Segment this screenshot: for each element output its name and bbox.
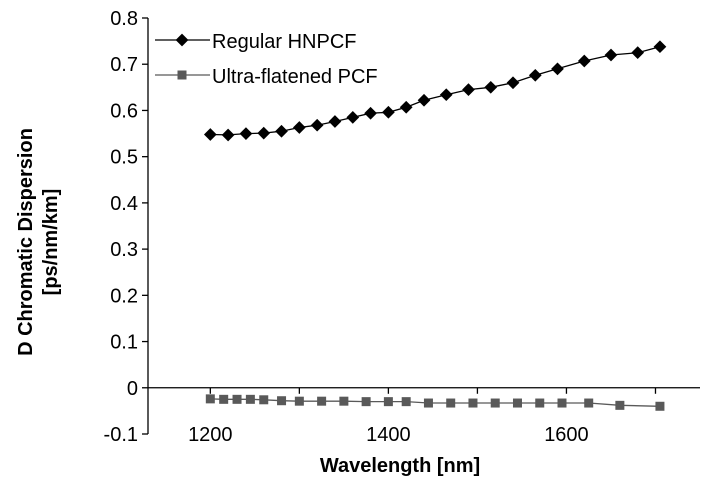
y-axis-title-line-2: [ps/nm/km] xyxy=(40,189,62,296)
data-point-regular-hnpcf xyxy=(257,126,271,140)
data-point-regular-hnpcf xyxy=(577,54,591,68)
data-point-ultra-flatened-pcf xyxy=(401,397,411,407)
data-point-ultra-flatened-pcf xyxy=(446,398,456,408)
x-axis-title: Wavelength [nm] xyxy=(320,455,480,477)
data-point-ultra-flatened-pcf xyxy=(361,397,371,407)
data-point-regular-hnpcf xyxy=(551,62,564,76)
y-tick-label: 0.6 xyxy=(110,100,138,122)
data-point-ultra-flatened-pcf xyxy=(535,398,545,408)
data-point-ultra-flatened-pcf xyxy=(259,395,269,405)
y-tick-label: -0.1 xyxy=(104,424,138,446)
data-point-ultra-flatened-pcf xyxy=(423,398,433,408)
y-axis-title: D Chromatic Dispersion [ps/nm/km] xyxy=(15,128,62,356)
data-point-regular-hnpcf xyxy=(275,124,288,138)
y-tick-label: 0.3 xyxy=(110,239,138,261)
y-axis: -0.1 0 0.1 0.2 0.3 0.4 0.5 0.6 0.7 0.8 xyxy=(104,8,149,446)
legend: Regular HNPCF Ultra-flatened PCF xyxy=(155,31,378,88)
legend-marker-ultra-flatened-pcf xyxy=(177,70,187,80)
data-point-regular-hnpcf xyxy=(292,121,306,134)
data-point-ultra-flatened-pcf xyxy=(584,398,594,408)
data-point-ultra-flatened-pcf xyxy=(232,394,242,404)
data-point-ultra-flatened-pcf xyxy=(655,401,665,411)
data-point-ultra-flatened-pcf xyxy=(277,396,287,406)
x-tick-label: 1400 xyxy=(366,424,411,446)
data-point-ultra-flatened-pcf xyxy=(245,394,255,404)
data-point-ultra-flatened-pcf xyxy=(383,397,393,407)
data-point-regular-hnpcf xyxy=(346,111,360,124)
y-tick-label: 0.2 xyxy=(110,285,138,307)
data-point-regular-hnpcf xyxy=(364,106,377,120)
y-tick-label: 0.7 xyxy=(110,54,138,76)
data-point-ultra-flatened-pcf xyxy=(557,398,567,408)
data-point-regular-hnpcf xyxy=(399,100,413,114)
data-point-regular-hnpcf xyxy=(310,118,324,132)
data-point-ultra-flatened-pcf xyxy=(317,396,327,406)
legend-label-regular-hnpcf: Regular HNPCF xyxy=(212,31,356,53)
data-point-regular-hnpcf xyxy=(203,128,217,141)
data-point-regular-hnpcf xyxy=(506,76,520,90)
y-tick-label: 0.5 xyxy=(110,147,138,169)
data-point-regular-hnpcf xyxy=(653,40,667,54)
data-point-regular-hnpcf xyxy=(417,93,431,107)
y-tick-label: 0.4 xyxy=(110,193,138,215)
series-layer xyxy=(203,40,667,411)
y-tick-label: 0.1 xyxy=(110,332,138,354)
y-axis-title-line-1: D Chromatic Dispersion xyxy=(15,128,37,356)
data-point-ultra-flatened-pcf xyxy=(205,394,215,404)
series-line-ultra-flatened-pcf xyxy=(210,398,660,407)
data-point-regular-hnpcf xyxy=(631,46,645,60)
data-point-ultra-flatened-pcf xyxy=(219,394,229,404)
data-point-regular-hnpcf xyxy=(484,80,498,94)
data-point-regular-hnpcf xyxy=(328,115,342,128)
legend-label-ultra-flatened-pcf: Ultra-flatened PCF xyxy=(212,66,378,88)
data-point-regular-hnpcf xyxy=(439,88,453,102)
data-point-ultra-flatened-pcf xyxy=(294,396,304,406)
data-point-ultra-flatened-pcf xyxy=(468,398,478,408)
x-tick-label: 1600 xyxy=(544,424,589,446)
data-point-regular-hnpcf xyxy=(239,127,253,140)
y-tick-label: 0 xyxy=(127,378,138,400)
legend-marker-regular-hnpcf xyxy=(175,33,189,47)
data-point-regular-hnpcf xyxy=(221,128,235,142)
y-tick-label: 0.8 xyxy=(110,8,138,30)
x-tick-label: 1200 xyxy=(188,424,233,446)
data-point-regular-hnpcf xyxy=(528,68,542,82)
data-point-regular-hnpcf xyxy=(604,48,618,62)
data-point-ultra-flatened-pcf xyxy=(615,400,625,410)
x-axis: 1200 1400 1600 xyxy=(148,387,700,446)
series-line-regular-hnpcf xyxy=(210,46,661,136)
data-point-regular-hnpcf xyxy=(382,105,395,119)
data-point-ultra-flatened-pcf xyxy=(490,398,500,408)
data-point-ultra-flatened-pcf xyxy=(512,398,522,408)
data-point-regular-hnpcf xyxy=(462,83,475,97)
data-point-ultra-flatened-pcf xyxy=(339,396,349,406)
